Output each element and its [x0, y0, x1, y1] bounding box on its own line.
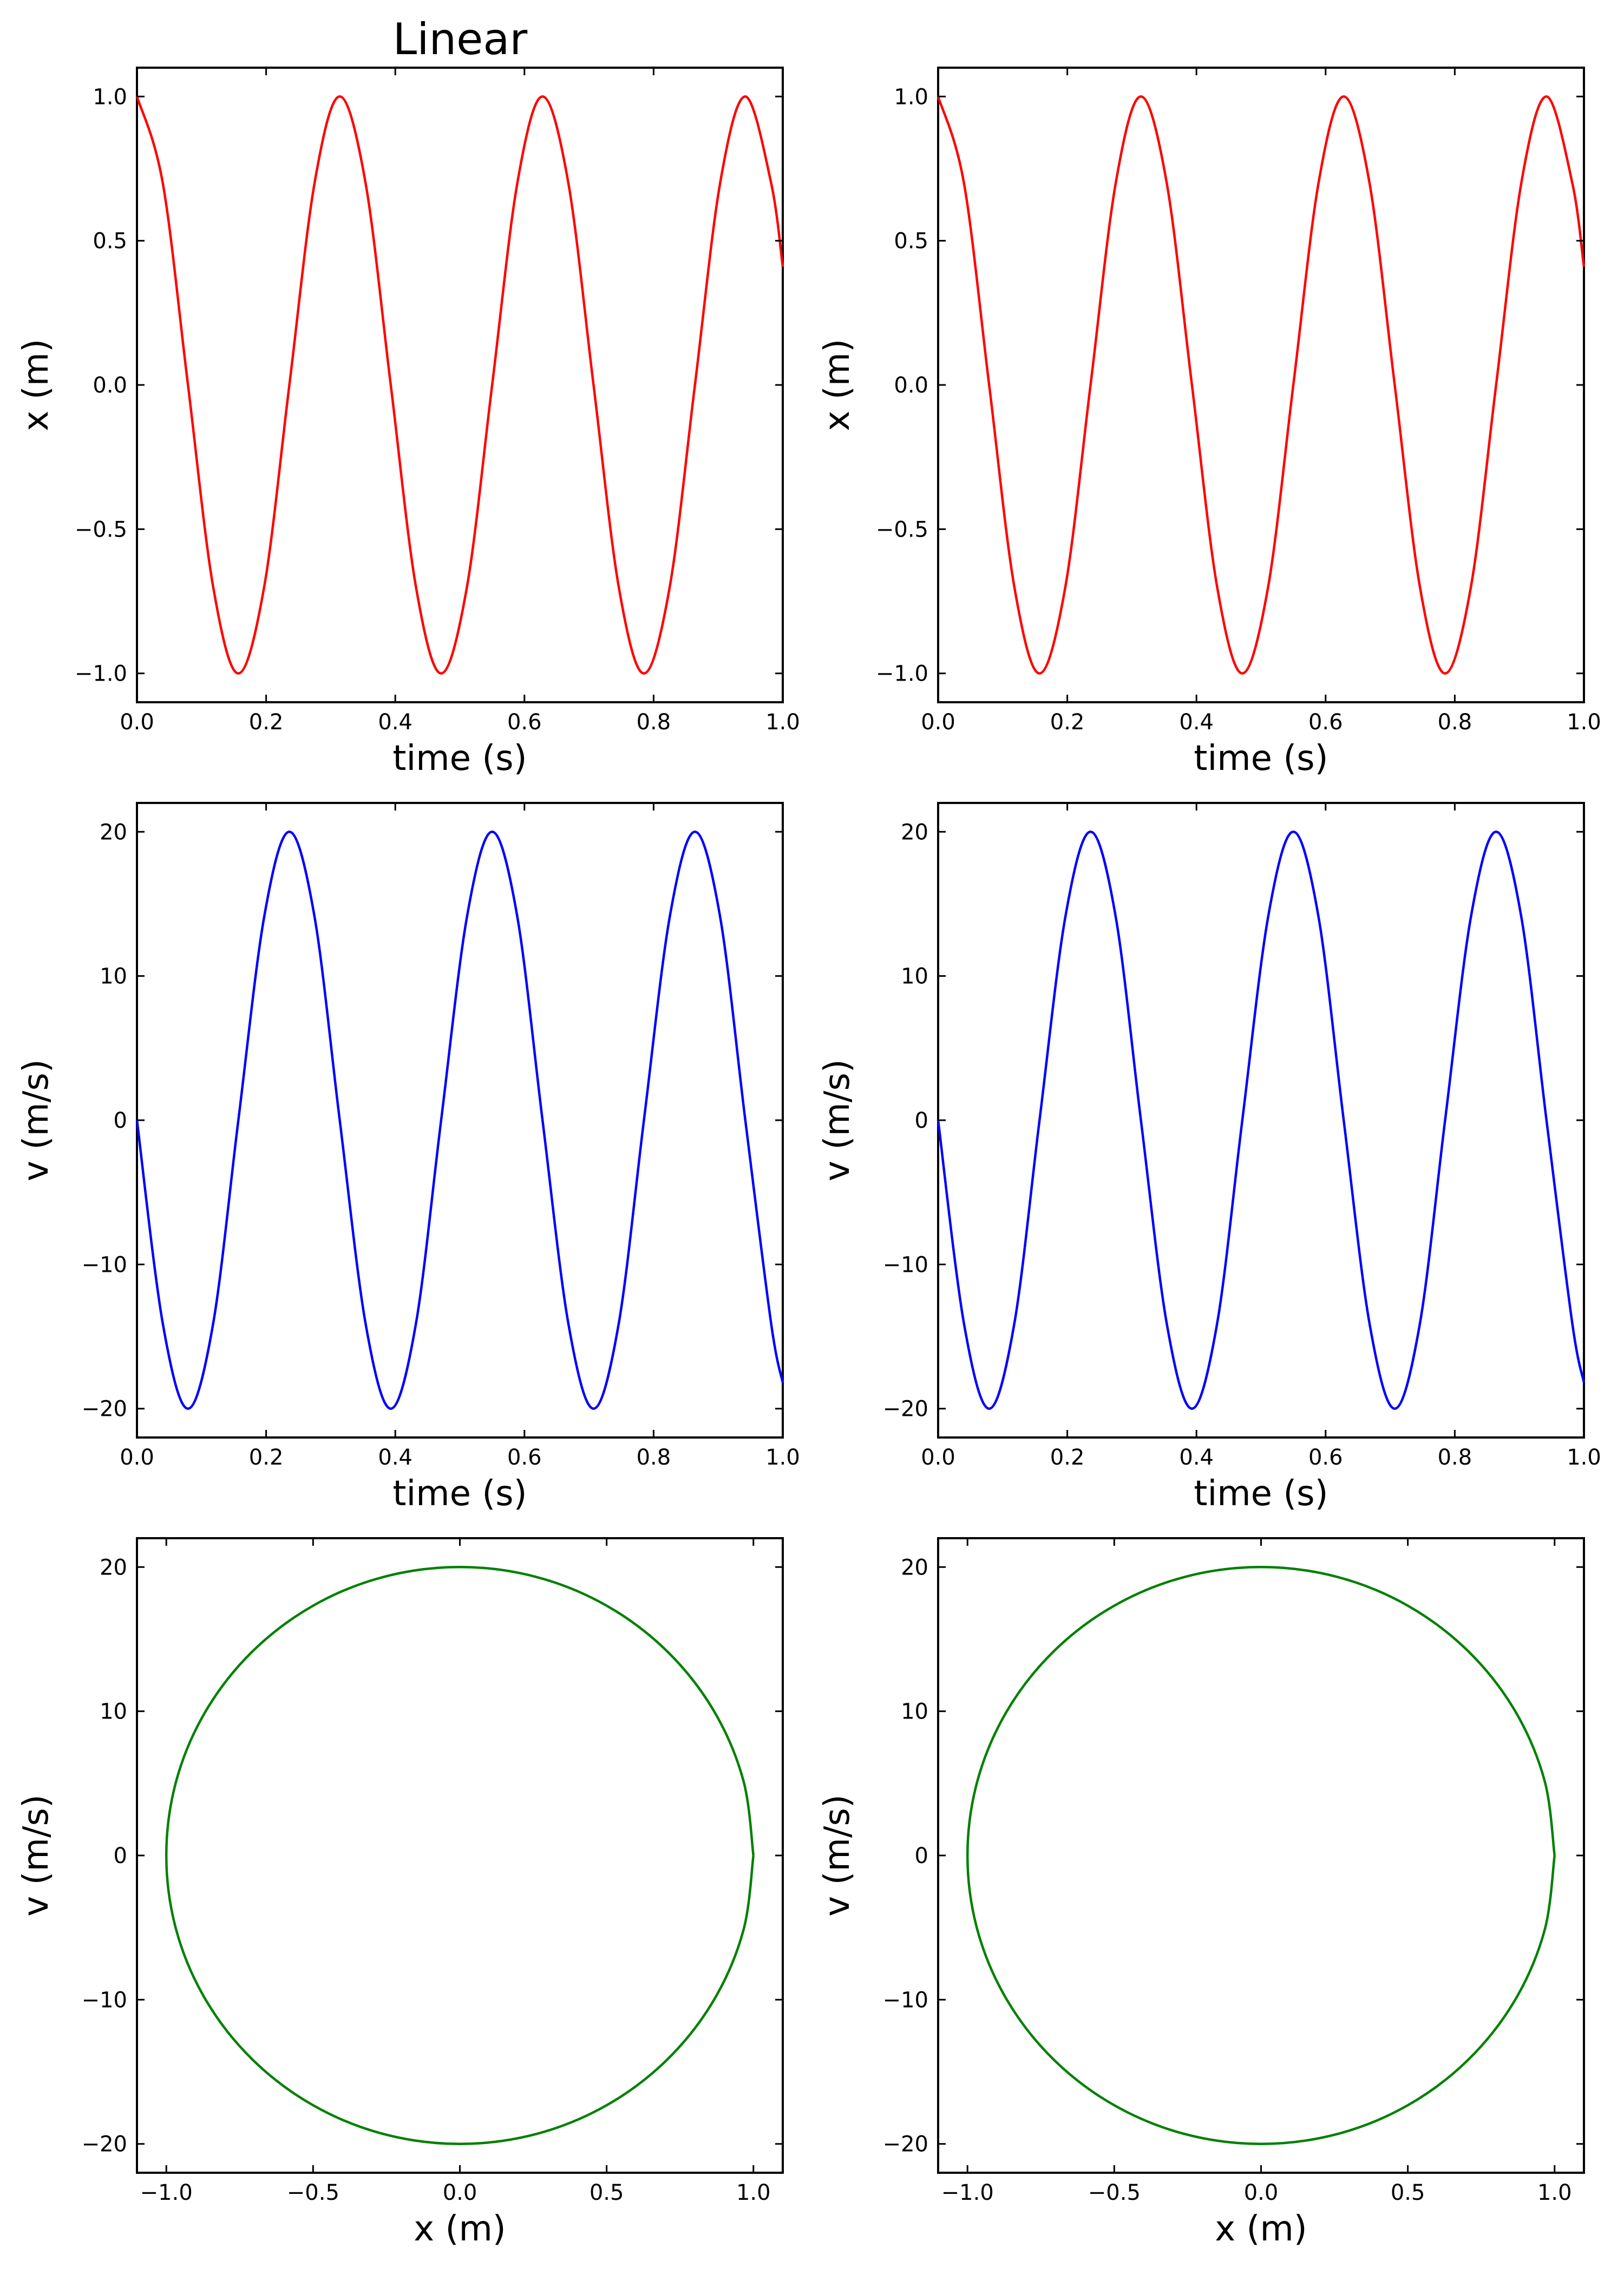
x-tick-label: 0.6	[1308, 1445, 1343, 1470]
x-tick-label: 0.2	[249, 1445, 284, 1470]
y-tick-label: 10	[901, 964, 928, 989]
series-line-0	[135, 831, 784, 1410]
y-axis-label: x (m)	[16, 339, 56, 432]
x-axis-label: time (s)	[1194, 739, 1328, 779]
x-tick-label: −0.5	[287, 2180, 339, 2205]
y-tick-label: −0.5	[75, 517, 127, 542]
x-tick-label: −0.5	[1088, 2180, 1141, 2205]
y-tick-label: 0	[114, 1844, 127, 1868]
x-tick-label: 0.2	[249, 710, 284, 735]
x-axis-label: x (m)	[1215, 2209, 1307, 2249]
y-axis-label: v (m/s)	[817, 1059, 857, 1181]
y-tick-label: −10	[82, 1988, 127, 2012]
y-tick-label: −10	[82, 1252, 127, 1277]
x-tick-label: 0.4	[1179, 1445, 1214, 1470]
y-axis-label: v (m/s)	[16, 1059, 56, 1181]
y-tick-label: 20	[100, 1555, 127, 1580]
x-tick-label: 0.0	[921, 710, 955, 735]
subplot-row2-right: 0.0 0.2 0.4 0.6 0.8 1.0 −20 −10 0 10 20 time (s) v (…	[817, 802, 1601, 1514]
y-axis-label: x (m)	[817, 339, 857, 432]
x-axis-label: time (s)	[1194, 1474, 1328, 1514]
series-line-0	[135, 95, 784, 675]
y-tick-label: 20	[901, 820, 928, 845]
x-axis-label: time (s)	[392, 739, 527, 779]
y-tick-label: 20	[100, 820, 127, 845]
y-tick-label: 0.5	[894, 229, 928, 254]
series-line-0	[966, 1566, 1556, 2145]
x-tick-label: 0.4	[378, 710, 412, 735]
x-tick-label: 0.0	[1244, 2180, 1279, 2205]
x-tick-label: 1.0	[1537, 2180, 1572, 2205]
series-line-0	[937, 831, 1586, 1410]
series-line-0	[165, 1566, 755, 2145]
x-tick-label: 0.6	[507, 1445, 542, 1470]
x-tick-label: 1.0	[1567, 1445, 1601, 1470]
y-tick-label: 0	[915, 1108, 928, 1133]
x-tick-label: 1.0	[1567, 710, 1601, 735]
x-tick-label: 0.4	[1179, 710, 1214, 735]
y-tick-label: −20	[82, 1397, 127, 1422]
y-tick-label: 0	[114, 1108, 127, 1133]
figure-title: Linear	[393, 14, 528, 64]
y-tick-label: 0.5	[93, 229, 127, 254]
x-tick-label: 0.8	[637, 1445, 671, 1470]
x-tick-label: 1.0	[765, 710, 800, 735]
y-tick-label: 10	[100, 964, 127, 989]
x-tick-label: 0.5	[1391, 2180, 1425, 2205]
x-tick-label: 0.5	[590, 2180, 624, 2205]
x-tick-label: 0.8	[1438, 710, 1472, 735]
x-tick-label: −1.0	[941, 2180, 994, 2205]
x-tick-label: 0.2	[1050, 710, 1085, 735]
series-line-0	[937, 95, 1586, 675]
y-tick-label: −1.0	[75, 662, 127, 687]
x-tick-label: −1.0	[140, 2180, 193, 2205]
x-tick-label: 0.0	[120, 1445, 154, 1470]
y-axis-label: v (m/s)	[817, 1794, 857, 1916]
y-tick-label: 20	[901, 1555, 928, 1580]
y-tick-label: 1.0	[93, 84, 127, 109]
x-tick-label: 1.0	[765, 1445, 800, 1470]
y-axis-label: v (m/s)	[16, 1794, 56, 1916]
y-tick-label: −10	[883, 1252, 928, 1277]
y-tick-label: 0	[915, 1844, 928, 1868]
y-tick-label: 1.0	[894, 84, 928, 109]
x-tick-label: 0.4	[378, 1445, 412, 1470]
y-tick-label: −20	[883, 1397, 928, 1422]
y-tick-label: 0.0	[93, 373, 127, 398]
x-tick-label: 0.6	[1308, 710, 1343, 735]
x-tick-label: 0.8	[1438, 1445, 1472, 1470]
x-tick-label: 0.2	[1050, 1445, 1085, 1470]
x-tick-label: 0.0	[443, 2180, 477, 2205]
y-tick-label: 10	[100, 1700, 127, 1724]
x-axis-label: time (s)	[392, 1474, 527, 1514]
subplot-row3-right: −1.0 −0.5 0.0 0.5 1.0 −20 −10 0 10 20 x (m) v (m/s)	[817, 1537, 1585, 2249]
y-tick-label: 10	[901, 1700, 928, 1724]
y-tick-label: −0.5	[876, 517, 928, 542]
x-tick-label: 0.0	[921, 1445, 955, 1470]
x-tick-label: 0.0	[120, 710, 154, 735]
x-tick-label: 0.8	[637, 710, 671, 735]
y-tick-label: −1.0	[876, 662, 928, 687]
subplot-row2-left: 0.0 0.2 0.4 0.6 0.8 1.0 −20 −10 0 10 20 time (s) v (…	[16, 802, 800, 1514]
x-axis-label: x (m)	[414, 2209, 506, 2249]
y-tick-label: 0.0	[894, 373, 928, 398]
y-tick-label: −20	[883, 2132, 928, 2157]
subplot-row1-right: 0.0 0.2 0.4 0.6 0.8 1.0 −1.0 −0.5 0.0 0.5 1.0 time …	[817, 67, 1601, 779]
y-tick-label: −20	[82, 2132, 127, 2157]
subplot-grid: 0.0 0.2 0.4 0.6 0.8 1.0 −1.0 −0.5 0.0 0.5 1.0 time …	[16, 67, 1601, 2249]
subplot-row3-left: −1.0 −0.5 0.0 0.5 1.0 −20 −10 0 10 20 x (m) v (m/s)	[16, 1537, 784, 2249]
subplot-row1-left: 0.0 0.2 0.4 0.6 0.8 1.0 −1.0 −0.5 0.0 0.5 1.0 time …	[16, 67, 800, 779]
x-tick-label: 1.0	[736, 2180, 771, 2205]
y-tick-label: −10	[883, 1988, 928, 2012]
x-tick-label: 0.6	[507, 710, 542, 735]
